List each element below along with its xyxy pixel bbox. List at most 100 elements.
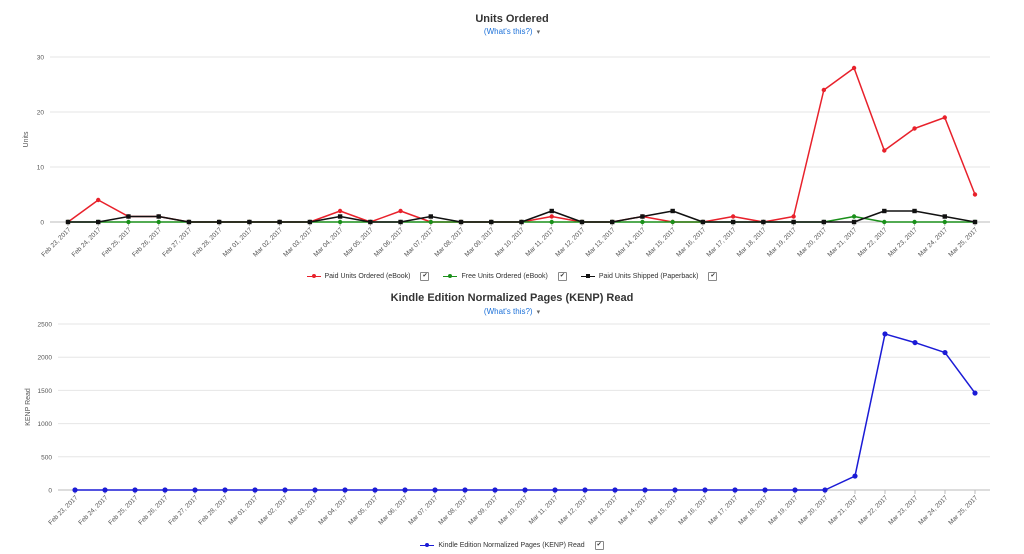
data-point — [132, 487, 138, 493]
x-tick-label: Feb 24, 2017 — [77, 494, 109, 526]
y-tick-label: 20 — [37, 110, 45, 117]
x-tick-label: Mar 23, 2017 — [887, 494, 919, 526]
legend-label: Paid Units Shipped (Paperback) — [598, 273, 699, 280]
data-point — [126, 214, 131, 219]
data-point — [96, 197, 101, 203]
data-point — [732, 487, 738, 493]
data-point — [492, 487, 498, 493]
data-point — [972, 192, 978, 197]
y-tick-label: 2000 — [38, 355, 53, 362]
units-ordered-whats-this[interactable]: (What's this?) ▾ — [0, 27, 1024, 36]
data-point — [549, 214, 554, 219]
data-point — [192, 487, 198, 493]
data-point — [337, 219, 343, 225]
data-point — [368, 219, 373, 225]
data-point — [126, 219, 131, 225]
x-tick-label: Mar 04, 2017 — [317, 494, 349, 526]
data-point — [640, 214, 645, 219]
legend-checkbox[interactable]: ✔ — [708, 272, 718, 281]
kenp-read-legend: Kindle Edition Normalized Pages (KENP) R… — [0, 541, 1024, 550]
data-point — [102, 487, 108, 493]
data-point — [549, 208, 554, 214]
x-tick-label: Mar 24, 2017 — [917, 494, 949, 526]
kenp-read-title: Kindle Edition Normalized Pages (KENP) R… — [390, 292, 634, 304]
legend-swatch — [580, 273, 595, 280]
x-tick-label: Mar 16, 2017 — [677, 494, 709, 526]
legend-checkbox[interactable]: ✔ — [594, 541, 604, 550]
data-point — [428, 214, 433, 219]
data-point — [762, 487, 768, 493]
x-tick-label: Mar 09, 2017 — [467, 494, 499, 526]
data-point — [851, 65, 857, 71]
x-tick-label: Feb 26, 2017 — [137, 494, 169, 526]
data-point — [942, 349, 948, 356]
x-tick-label: Mar 12, 2017 — [557, 494, 589, 526]
x-tick-label: Feb 23, 2017 — [47, 494, 79, 526]
x-tick-label: Mar 01, 2017 — [227, 494, 259, 526]
y-tick-label: 10 — [37, 165, 45, 172]
units-ordered-title: Units Ordered — [475, 13, 549, 25]
chevron-down-icon[interactable]: ▾ — [536, 309, 541, 316]
legend-label: Kindle Edition Normalized Pages (KENP) R… — [438, 542, 585, 549]
x-tick-label: Mar 22, 2017 — [857, 494, 889, 526]
data-point — [519, 219, 524, 225]
data-point — [337, 214, 343, 219]
data-point — [96, 219, 101, 225]
legend-label: Free Units Ordered (eBook) — [461, 273, 548, 280]
data-point — [851, 219, 857, 225]
data-point — [252, 487, 258, 493]
legend-swatch — [443, 273, 458, 280]
data-point — [216, 219, 222, 225]
whats-this-link[interactable]: (What's this?) — [483, 307, 533, 316]
data-point — [337, 208, 343, 214]
x-tick-label: Mar 06, 2017 — [377, 494, 409, 526]
data-point — [792, 487, 798, 493]
data-point — [822, 487, 828, 493]
data-point — [277, 219, 282, 225]
x-tick-label: Feb 27, 2017 — [167, 494, 199, 526]
data-point — [612, 487, 618, 493]
data-point — [851, 214, 857, 219]
y-tick-label: 0 — [40, 220, 44, 227]
legend-swatch — [306, 273, 321, 280]
x-tick-label: Mar 19, 2017 — [767, 494, 799, 526]
x-tick-label: Mar 14, 2017 — [617, 494, 649, 526]
kenp-read-whats-this[interactable]: (What's this?) ▾ — [0, 307, 1024, 316]
legend-checkbox[interactable]: ✔ — [557, 272, 567, 281]
x-tick-label: Feb 25, 2017 — [107, 494, 139, 526]
x-tick-label: Mar 02, 2017 — [257, 494, 289, 526]
y-tick-label: 0 — [48, 488, 52, 495]
x-tick-label: Mar 11, 2017 — [528, 494, 560, 526]
units-ordered-legend: Paid Units Ordered (eBook) ✔ Free Units Or… — [0, 272, 1024, 281]
x-tick-label: Feb 28, 2017 — [197, 494, 229, 526]
data-point — [791, 219, 796, 225]
legend-swatch — [420, 542, 435, 549]
data-point — [882, 331, 888, 337]
data-point — [282, 487, 288, 493]
data-point — [882, 148, 887, 153]
data-point — [972, 219, 978, 225]
y-tick-label: 30 — [37, 55, 45, 62]
data-point — [552, 487, 558, 493]
data-point — [730, 219, 736, 225]
data-point — [65, 219, 71, 225]
data-point — [312, 487, 318, 493]
legend-item[interactable]: Kindle Edition Normalized Pages (KENP) R… — [420, 541, 604, 550]
x-tick-label: Mar 18, 2017 — [737, 494, 769, 526]
whats-this-link[interactable]: (What's this?) — [483, 27, 533, 36]
data-point — [672, 487, 678, 493]
legend-item[interactable]: Paid Units Ordered (eBook) ✔ — [306, 272, 430, 281]
data-point — [428, 219, 433, 225]
data-point — [942, 214, 947, 219]
chevron-down-icon[interactable]: ▾ — [536, 29, 541, 36]
data-point — [700, 219, 706, 225]
y-tick-label: 2500 — [38, 322, 53, 329]
legend-item[interactable]: Paid Units Shipped (Paperback) ✔ — [580, 272, 718, 281]
data-point — [432, 487, 438, 493]
data-point — [791, 214, 796, 219]
legend-checkbox[interactable]: ✔ — [420, 272, 430, 281]
legend-item[interactable]: Free Units Ordered (eBook) ✔ — [443, 272, 567, 281]
y-axis-label: Units — [23, 131, 30, 147]
data-point — [72, 487, 78, 493]
